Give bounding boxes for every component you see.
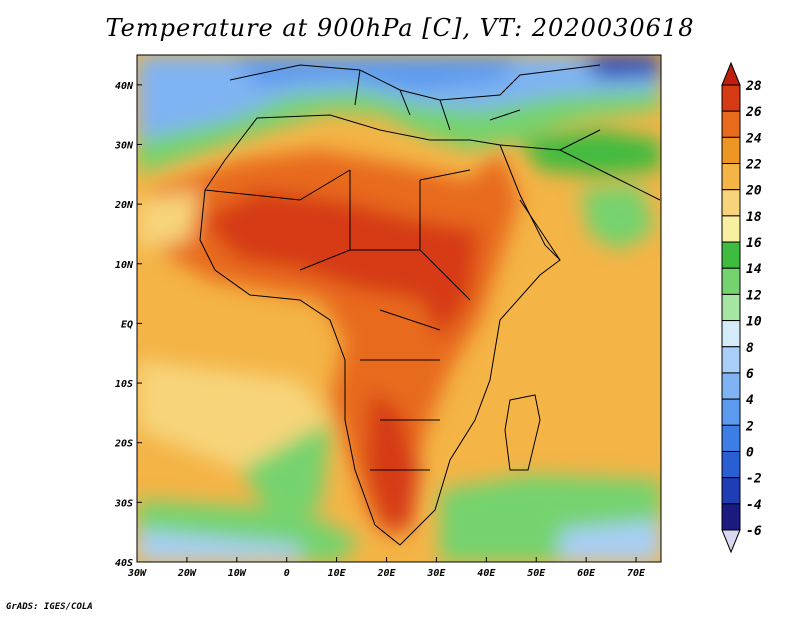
colorbar-swatch [721,241,741,269]
colorbar-swatch [721,215,741,243]
colorbar-label: -2 [746,472,762,487]
grads-credit: GrADS: IGES/COLA [6,602,93,612]
colorbar-swatch [721,450,741,479]
colorbar-label: 10 [746,315,762,330]
colorbar-label: 26 [745,105,762,120]
colorbar-swatch [721,163,741,191]
lon-tick-label: 60E [577,568,596,579]
colorbar-label: 28 [745,79,762,94]
lat-tick-label: 20S [114,439,133,450]
colorbar-label: 14 [746,262,762,277]
latitude-axis: 40N 30N 20N 10N EQ 10S 20S 30S 40S [114,81,142,569]
colorbar-label: 0 [746,445,754,460]
lon-tick-label: 10W [228,568,247,579]
colorbar-swatch [721,346,741,374]
lat-tick-label: 20N [114,200,134,211]
colorbar-swatch [721,477,741,505]
longitude-axis: 30W 20W 10W 0 10E 20E 30E 40E 50E 60E 70E [127,557,646,579]
lat-tick-label: 10S [115,379,133,390]
colorbar-label: -6 [746,524,762,539]
lon-tick-label: 30W [127,568,147,579]
colorbar-label: 12 [746,288,762,303]
lat-tick-label: 40S [115,558,133,569]
colorbar-swatch [721,398,741,426]
colorbar-label: 20 [745,184,762,199]
temperature-field [137,55,661,562]
lon-tick-label: 20E [376,568,396,579]
colorbar-swatch [721,320,741,348]
colorbar-swatch [721,372,741,400]
map-title: Temperature at 900hPa [C], VT: 202003061… [105,14,695,42]
colorbar-label: 8 [746,341,754,356]
colorbar-swatch [721,136,741,165]
colorbar-swatch [721,293,741,322]
colorbar-label: 6 [746,367,754,382]
colorbar-label: 2 [745,419,754,434]
colorbar-label: 24 [745,131,762,146]
lon-tick-label: 10E [328,568,347,579]
colorbar-under-arrow [721,529,741,554]
plot-frame [136,54,662,563]
colorbar-label: 18 [746,210,762,225]
colorbar-swatch [721,267,741,295]
lat-tick-label: 30N [114,140,134,151]
lon-tick-label: 40E [477,568,496,579]
colorbar-swatch [721,424,741,452]
lat-tick-label: 40N [115,81,134,92]
colorbar-label: 4 [746,393,754,408]
lon-tick-label: 30E [426,568,446,579]
colorbar-swatch [721,84,741,112]
lon-tick-label: 50E [527,568,546,579]
colorbar-label: 16 [746,236,762,251]
lat-tick-label: 10N [115,260,134,271]
colorbar-swatch [721,503,741,531]
colorbar-label: 22 [745,158,762,173]
colorbar-label: -4 [746,498,762,513]
lon-tick-label: 70E [627,568,646,579]
lon-tick-label: 20W [177,568,197,579]
colorbar-swatch [721,189,741,217]
lon-tick-label: 0 [284,568,290,579]
colorbar-swatch [721,110,741,138]
coastline-borders [199,64,661,546]
lat-tick-label: EQ [121,319,133,330]
colorbar-over-arrow [721,61,741,86]
lat-tick-label: 30S [114,498,133,509]
